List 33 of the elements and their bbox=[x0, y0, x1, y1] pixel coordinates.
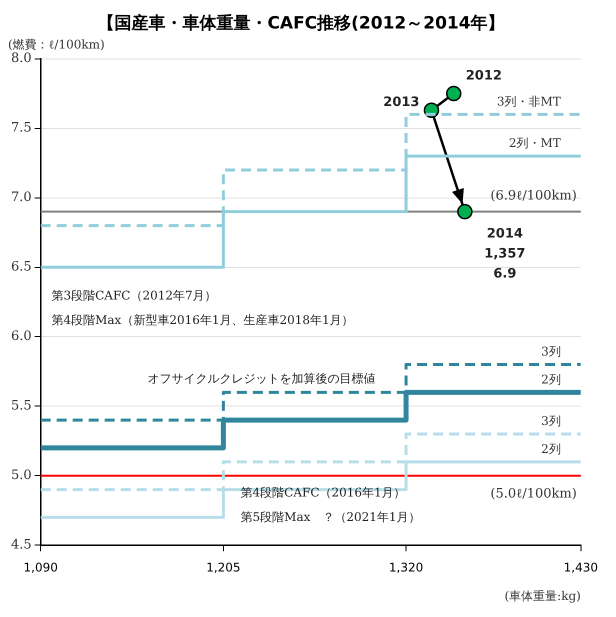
ref-line-label: (5.0ℓ/100km) bbox=[490, 486, 577, 502]
y-tick-label: 7.5 bbox=[10, 120, 32, 136]
annotation: 2013 bbox=[383, 95, 420, 110]
point bbox=[446, 86, 462, 102]
y-tick-label: 4.5 bbox=[10, 538, 32, 553]
annotation: 第5段階Max ？（2021年1月） bbox=[240, 510, 421, 524]
y-tick-label: 6.0 bbox=[10, 329, 32, 344]
annotation: 2014 1,357 6.9 bbox=[484, 226, 526, 282]
annotation: 2012 bbox=[466, 68, 502, 84]
y-axis-title: (燃費：ℓ/100km) bbox=[8, 38, 105, 52]
series-label: 3列 bbox=[541, 414, 561, 428]
point bbox=[457, 204, 473, 220]
x-axis-title: (車体重量:kg) bbox=[504, 588, 581, 603]
y-tick-label: 5.5 bbox=[10, 398, 32, 414]
x-tick-label: 1,430 bbox=[564, 560, 598, 575]
annotation: 第3段階CAFC（2012年7月） bbox=[51, 288, 217, 303]
x-tick-label: 1,320 bbox=[388, 560, 424, 575]
x-tick-label: 1,205 bbox=[206, 560, 241, 575]
series-label: 2列 bbox=[541, 442, 561, 456]
series-label: 2列・MT bbox=[508, 136, 561, 150]
ref-line-label: (6.9ℓ/100km) bbox=[490, 188, 577, 204]
y-tick-label: 8.0 bbox=[10, 51, 32, 66]
y-tick-label: 6.5 bbox=[10, 260, 32, 275]
y-tick-label: 7.0 bbox=[10, 190, 32, 206]
y-tick-label: 5.0 bbox=[10, 468, 32, 484]
annotation: 第4段階Max（新型車2016年1月、生産車2018年1月） bbox=[51, 312, 354, 327]
annotation: 第4段階CAFC（2016年1月） bbox=[240, 486, 406, 500]
series-label: 2列 bbox=[541, 372, 561, 386]
chart-title: 【国産車・車体重量・CAFC推移(2012～2014年】 bbox=[97, 14, 505, 34]
x-tick-label: 1,090 bbox=[23, 560, 58, 575]
series-label: 3列・非MT bbox=[496, 94, 561, 108]
series-label: 3列 bbox=[541, 344, 561, 359]
annotation: オフサイクルクレジットを加算後の目標値 bbox=[148, 371, 376, 386]
